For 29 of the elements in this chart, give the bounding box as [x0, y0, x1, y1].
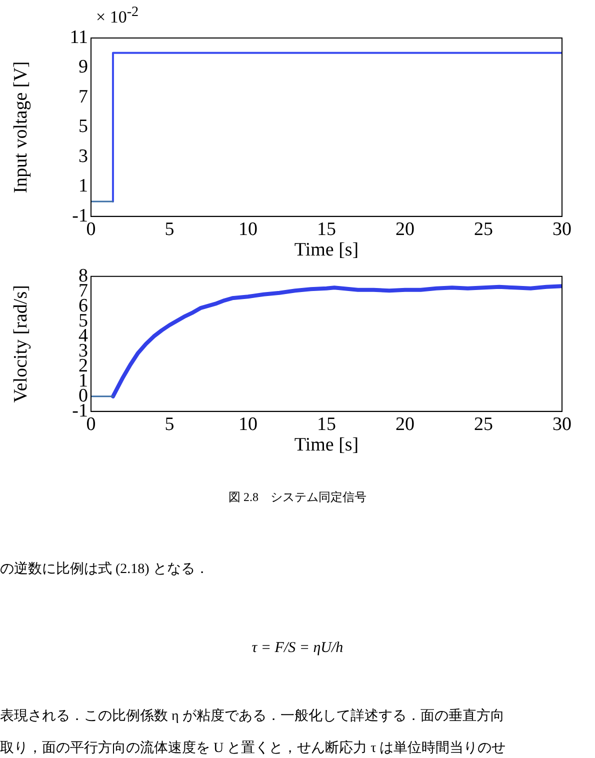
y-tick-label: 11: [70, 26, 88, 48]
x-tick-label: 15: [317, 218, 336, 240]
text: × 10$^{-2}$: [96, 4, 139, 28]
x-tick-label: 20: [396, 218, 414, 240]
x-tick-label: 25: [474, 218, 493, 240]
x-tick-label: 30: [552, 218, 572, 240]
caption: 図 2.8 システム同定信号: [228, 489, 368, 506]
x-tick-label: 5: [164, 414, 174, 435]
x-axis-title: Time [s]: [294, 434, 359, 456]
x-tick-label: 15: [317, 414, 336, 435]
text: τ = F/S = ηU/h: [250, 640, 344, 657]
y-tick-label: 9: [78, 56, 88, 78]
y-tick-label: -1: [72, 205, 88, 226]
x-tick-label: 30: [552, 414, 572, 435]
y-tick-label: 3: [78, 146, 88, 167]
y-axis-title: Velocity [rad/s]: [10, 285, 32, 403]
y-tick-label: 1: [78, 176, 88, 197]
x-tick-label: 10: [238, 414, 258, 435]
y-axis-title: Input voltage [V]: [10, 61, 32, 194]
y-tick-label: 5: [78, 116, 88, 138]
text: の逆数に比例は式 (2.18) となる．: [0, 560, 210, 578]
x-tick-label: 25: [474, 414, 493, 435]
x-tick-label: 10: [238, 218, 258, 240]
x-tick-label: 20: [396, 414, 414, 435]
x-tick-label: 5: [164, 218, 174, 240]
y-tick-label: 7: [78, 86, 88, 108]
x-axis-title: Time [s]: [294, 240, 359, 261]
text: 取り，面の平行方向の流体速度を U と置くと，せん断応力 τ は単位時間当りのせ: [0, 739, 507, 757]
text: 表現される．この比例係数 η が粘度である．一般化して詳述する．面の垂直方向: [0, 707, 506, 725]
